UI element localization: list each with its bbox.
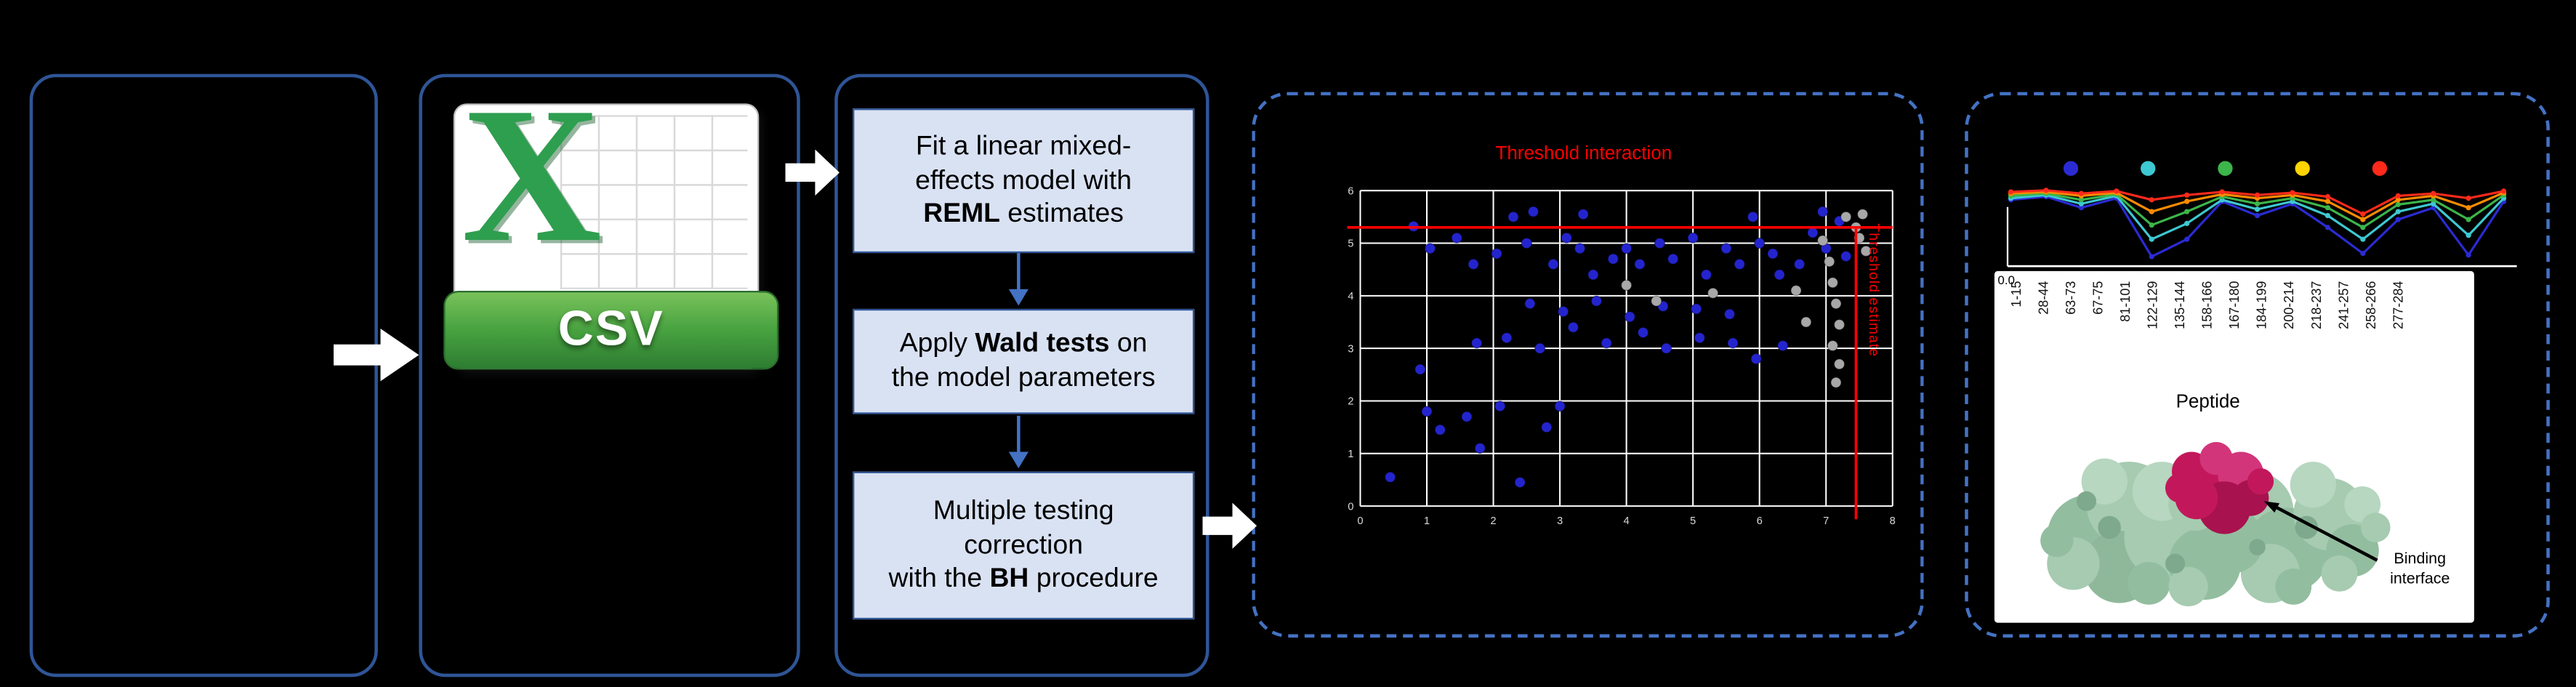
svg-text:3: 3 [1557,515,1563,527]
step-fit-model: Fit a linear mixed- effects model with R… [853,108,1195,254]
step-text: Multiple testing correction with the [888,496,1114,594]
csv-panel: X CSV [419,73,800,678]
svg-text:4: 4 [1624,515,1630,527]
threshold-interaction-label: Threshold interaction [1495,144,1673,165]
svg-text:81-101: 81-101 [2118,281,2133,321]
step-text-bold: BH [989,564,1029,594]
y-axis-origin-label: 0.0 [1997,273,2015,288]
step-text: estimates [999,199,1124,230]
figure-inset: 0.0 1-15 28-44 63-73 67-75 81-101 122-129 135-… [1994,270,2474,623]
csv-banner: CSV [443,291,779,370]
csv-label: CSV [558,302,664,357]
svg-text:5: 5 [1690,515,1696,527]
step-text-bold: Wald tests [975,329,1110,359]
svg-text:6: 6 [1757,515,1763,527]
svg-text:0: 0 [1348,501,1353,513]
step-multiple-testing: Multiple testing correction with the BH … [853,471,1195,620]
legend-dot-icon [2295,161,2310,176]
svg-text:218-237: 218-237 [2309,281,2324,329]
svg-text:1-15: 1-15 [2009,281,2024,307]
svg-text:6: 6 [1348,185,1353,197]
legend-dot-icon [2372,161,2388,176]
svg-text:63-73: 63-73 [2064,281,2078,314]
step-text: Fit a linear mixed- effects model with [915,131,1132,196]
svg-text:277-284: 277-284 [2391,281,2405,329]
svg-text:2: 2 [1348,396,1353,408]
flow-arrow-icon [1202,502,1257,549]
spreadsheet-grid-icon [560,115,748,289]
svg-text:200-214: 200-214 [2282,281,2296,329]
protein-structure-image [2040,441,2391,607]
svg-text:8: 8 [1890,515,1896,527]
svg-text:3: 3 [1348,343,1353,355]
legend-dot-icon [2141,161,2156,176]
svg-text:1: 1 [1348,449,1353,460]
legend-dot-icon [2063,161,2079,176]
peptide-protein-panel: 0.0 1-15 28-44 63-73 67-75 81-101 122-129 135-… [1965,92,2550,638]
step-text-bold: REML [923,199,1000,230]
binding-interface-label: Binding interface [2390,550,2450,589]
svg-text:2: 2 [1490,515,1496,527]
svg-text:241-257: 241-257 [2336,281,2351,329]
excel-x-icon: X [462,67,602,283]
step-wald-tests: Apply Wald tests on the model parameters [853,308,1195,414]
svg-text:0: 0 [1357,515,1363,527]
threshold-estimate-label: Threshold estimate [1866,223,1883,358]
legend-dot-icon [2218,161,2233,176]
svg-text:1: 1 [1424,515,1430,527]
svg-text:258-266: 258-266 [2364,281,2378,329]
svg-text:122-129: 122-129 [2146,281,2160,329]
svg-text:28-44: 28-44 [2037,281,2051,314]
step-text: on the model parameters [891,329,1156,393]
svg-text:7: 7 [1823,515,1829,527]
peptide-axis-label: Peptide [2175,393,2240,413]
svg-text:5: 5 [1348,238,1353,250]
svg-text:67-75: 67-75 [2091,281,2106,314]
svg-text:184-199: 184-199 [2255,281,2269,329]
svg-text:135-144: 135-144 [2173,281,2187,329]
svg-text:158-166: 158-166 [2200,281,2215,329]
spreadsheet-icon: X [453,78,760,370]
svg-text:4: 4 [1348,291,1353,302]
svg-text:167-180: 167-180 [2227,281,2242,329]
model-steps-panel: Fit a linear mixed- effects model with R… [834,73,1209,678]
scatter-plot: 0 1 2 3 4 5 6 7 8 0 1 2 3 4 5 6 [1347,185,1896,527]
peptide-tick-labels: 1-15 28-44 63-73 67-75 81-101 122-129 135-144 1… [2009,281,2405,329]
threshold-scatter-panel: Threshold interaction 0 1 2 3 4 5 6 7 8 0 1 2 3 4 5 6 T… [1252,92,1924,638]
binding-interface-surface [2165,441,2274,534]
step-text: procedure [1029,564,1159,594]
peptide-profile-chart [2006,188,2517,268]
csv-file-icon: X CSV [443,78,779,401]
input-panel [29,73,378,678]
step-text: Apply [899,329,975,359]
